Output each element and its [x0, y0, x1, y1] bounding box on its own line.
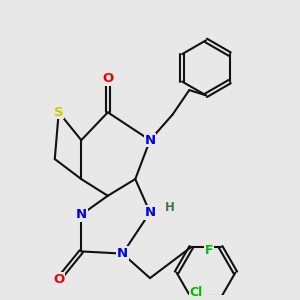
- Text: O: O: [53, 273, 64, 286]
- Text: S: S: [54, 106, 64, 119]
- Text: F: F: [205, 244, 213, 257]
- Text: O: O: [102, 73, 113, 85]
- Text: N: N: [144, 134, 156, 147]
- Text: N: N: [76, 208, 87, 221]
- Text: N: N: [144, 206, 156, 219]
- Text: H: H: [165, 200, 175, 214]
- Text: N: N: [117, 247, 128, 260]
- Text: Cl: Cl: [189, 286, 203, 299]
